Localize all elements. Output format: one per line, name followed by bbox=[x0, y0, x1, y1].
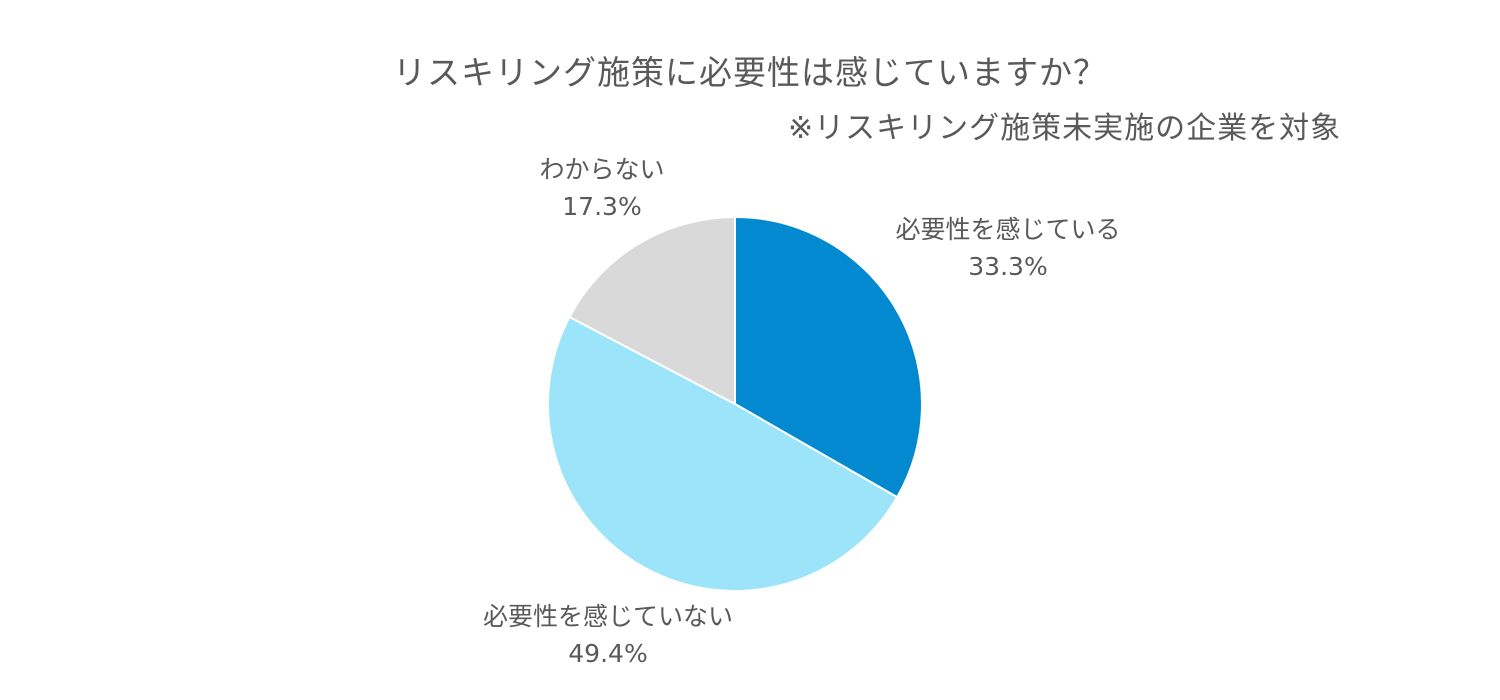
slice-label-needed-value: 33.3% bbox=[968, 252, 1048, 281]
slice-label-needed-name: 必要性を感じている bbox=[895, 215, 1121, 244]
slice-label-unknown: わからない 17.3% bbox=[502, 151, 702, 225]
pie-slice-not-needed bbox=[547, 315, 899, 592]
chart-subtitle: ※リスキリング施策未実施の企業を対象 bbox=[788, 111, 1342, 146]
slice-label-not-needed-name: 必要性を感じていない bbox=[482, 602, 733, 631]
pie-slice-needed bbox=[734, 215, 923, 499]
slice-label-unknown-name: わからない bbox=[539, 155, 665, 184]
slice-label-not-needed: 必要性を感じていない 49.4% bbox=[458, 598, 758, 672]
slice-label-needed: 必要性を感じている 33.3% bbox=[878, 211, 1138, 285]
slice-label-unknown-value: 17.3% bbox=[562, 192, 642, 221]
chart-title: リスキリング施策に必要性は感じていますか？ bbox=[393, 53, 1107, 92]
slice-label-not-needed-value: 49.4% bbox=[568, 639, 648, 668]
pie-slice-unknown bbox=[568, 215, 736, 406]
